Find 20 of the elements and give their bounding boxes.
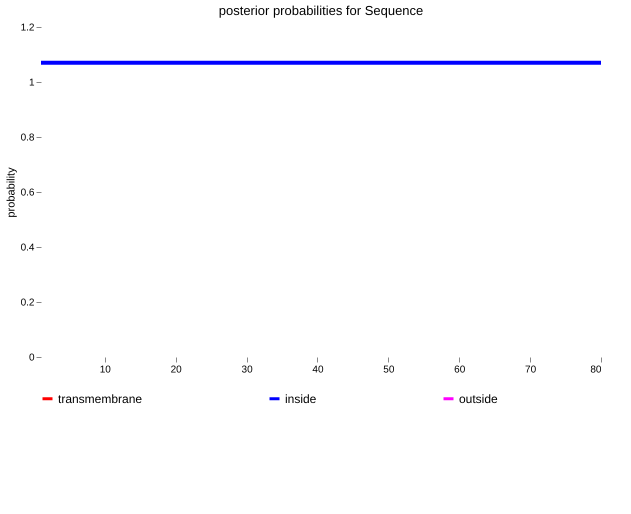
y-axis-title: probability [6, 166, 18, 218]
chart-title: posterior probabilities for Sequence [218, 3, 424, 18]
x-tick-label: 40 [312, 364, 324, 376]
y-tick-label: 1 [28, 78, 35, 88]
y-tick-label: 0 [28, 352, 35, 364]
y-tick-label: 0.8 [20, 132, 35, 144]
legend-label: outside [459, 392, 498, 406]
x-tick-label: 70 [525, 364, 537, 376]
x-tick-label: 30 [242, 364, 254, 376]
y-tick-label: 1.2 [20, 22, 35, 34]
legend-label: inside [285, 392, 317, 406]
x-tick-label: 80 [590, 364, 602, 376]
legend-label: transmembrane [58, 392, 142, 406]
x-tick-label: 20 [170, 364, 182, 376]
y-tick-label: 0.4 [20, 242, 35, 254]
x-tick-label: 10 [100, 364, 112, 376]
y-tick-label: 0.2 [20, 298, 35, 308]
x-tick-label: 60 [454, 364, 466, 376]
y-tick-label: 0.6 [20, 188, 35, 198]
x-tick-label: 50 [383, 364, 395, 376]
